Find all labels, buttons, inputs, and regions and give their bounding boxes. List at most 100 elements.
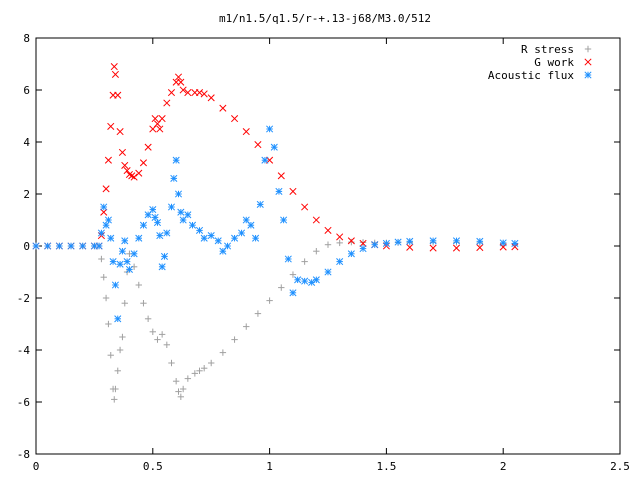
marker-stroke — [266, 125, 274, 133]
data-point — [153, 219, 162, 227]
marker-stroke — [238, 229, 246, 237]
marker-stroke — [275, 187, 283, 195]
chart-title: m1/n1.5/q1.5/r-+.13-j68/M3.0/512 — [219, 12, 431, 25]
data-point — [177, 78, 185, 86]
x-tick-label: 1 — [266, 460, 273, 473]
marker-stroke — [476, 244, 484, 252]
data-point — [336, 239, 343, 247]
data-point — [200, 365, 208, 372]
marker-stroke — [135, 169, 143, 177]
marker-stroke — [144, 143, 152, 151]
data-point — [114, 315, 122, 323]
data-point — [119, 333, 126, 341]
marker-stroke — [476, 237, 484, 245]
data-point — [231, 234, 239, 242]
marker-stroke — [207, 94, 215, 102]
marker-stroke — [123, 258, 131, 266]
marker-stroke — [139, 221, 148, 229]
marker-stroke — [312, 216, 320, 224]
series-r-stress — [32, 238, 519, 403]
data-point — [429, 244, 437, 252]
y-tick-label: -8 — [17, 448, 30, 461]
marker-stroke — [511, 243, 519, 251]
legend-item: G work — [534, 56, 592, 69]
data-point — [277, 172, 285, 180]
data-point — [156, 232, 164, 240]
data-point — [112, 385, 119, 393]
y-tick-label: 2 — [23, 188, 30, 201]
data-point — [289, 187, 297, 195]
marker-stroke — [107, 234, 115, 242]
marker-stroke — [184, 211, 192, 219]
marker-stroke — [252, 234, 260, 242]
data-point — [219, 349, 227, 356]
data-point — [67, 242, 75, 250]
data-point — [170, 174, 178, 182]
marker-stroke — [32, 242, 40, 250]
marker-stroke — [151, 213, 159, 221]
data-point — [116, 128, 124, 136]
marker-stroke — [254, 141, 262, 149]
marker-stroke — [102, 185, 110, 193]
data-point — [208, 359, 215, 367]
marker-stroke — [324, 268, 332, 276]
data-point — [125, 265, 133, 273]
marker-stroke — [114, 315, 122, 323]
x-tick-label: 0 — [33, 460, 40, 473]
marker-stroke — [151, 115, 159, 123]
x-tick-label: 1.5 — [376, 460, 396, 473]
marker-stroke — [499, 239, 507, 247]
data-point — [55, 242, 63, 250]
marker-stroke — [371, 241, 379, 249]
data-point — [118, 247, 126, 255]
data-point — [179, 385, 187, 393]
marker-stroke — [200, 90, 208, 98]
marker-stroke — [158, 115, 166, 123]
data-point — [254, 141, 262, 149]
data-point — [499, 239, 507, 247]
marker-stroke — [121, 161, 129, 169]
data-point — [116, 260, 124, 268]
marker-stroke — [160, 252, 169, 260]
data-point — [139, 221, 148, 229]
data-point — [312, 276, 320, 284]
marker-stroke — [158, 263, 166, 271]
marker-stroke — [301, 277, 309, 285]
marker-stroke — [219, 104, 227, 112]
marker-stroke — [153, 219, 162, 227]
legend-marker — [584, 71, 592, 79]
marker-stroke — [130, 250, 138, 258]
x-tick-label: 2.5 — [610, 460, 630, 473]
marker-stroke — [111, 281, 119, 289]
data-point — [163, 341, 171, 348]
marker-stroke — [336, 258, 344, 266]
marker-stroke — [104, 156, 112, 164]
marker-stroke — [174, 190, 183, 198]
legend-marker — [584, 45, 592, 53]
marker-stroke — [149, 206, 157, 214]
data-point — [359, 239, 367, 246]
data-point — [167, 89, 176, 97]
marker-stroke — [277, 172, 285, 180]
marker-stroke — [231, 115, 239, 123]
data-point — [102, 294, 110, 302]
data-point — [97, 229, 105, 237]
data-point — [301, 203, 309, 211]
data-point — [266, 297, 273, 304]
marker-stroke — [406, 243, 414, 251]
data-point — [359, 245, 367, 253]
marker-stroke — [44, 242, 52, 250]
data-point — [476, 237, 484, 245]
data-point — [104, 156, 112, 164]
marker-stroke — [270, 143, 278, 151]
data-point — [144, 315, 152, 322]
data-point — [149, 206, 157, 214]
marker-stroke — [324, 226, 332, 234]
data-point — [109, 258, 117, 266]
data-point — [254, 310, 262, 317]
marker-stroke — [116, 128, 124, 136]
data-point — [452, 237, 461, 245]
data-point — [191, 370, 199, 377]
marker-stroke — [104, 216, 112, 224]
